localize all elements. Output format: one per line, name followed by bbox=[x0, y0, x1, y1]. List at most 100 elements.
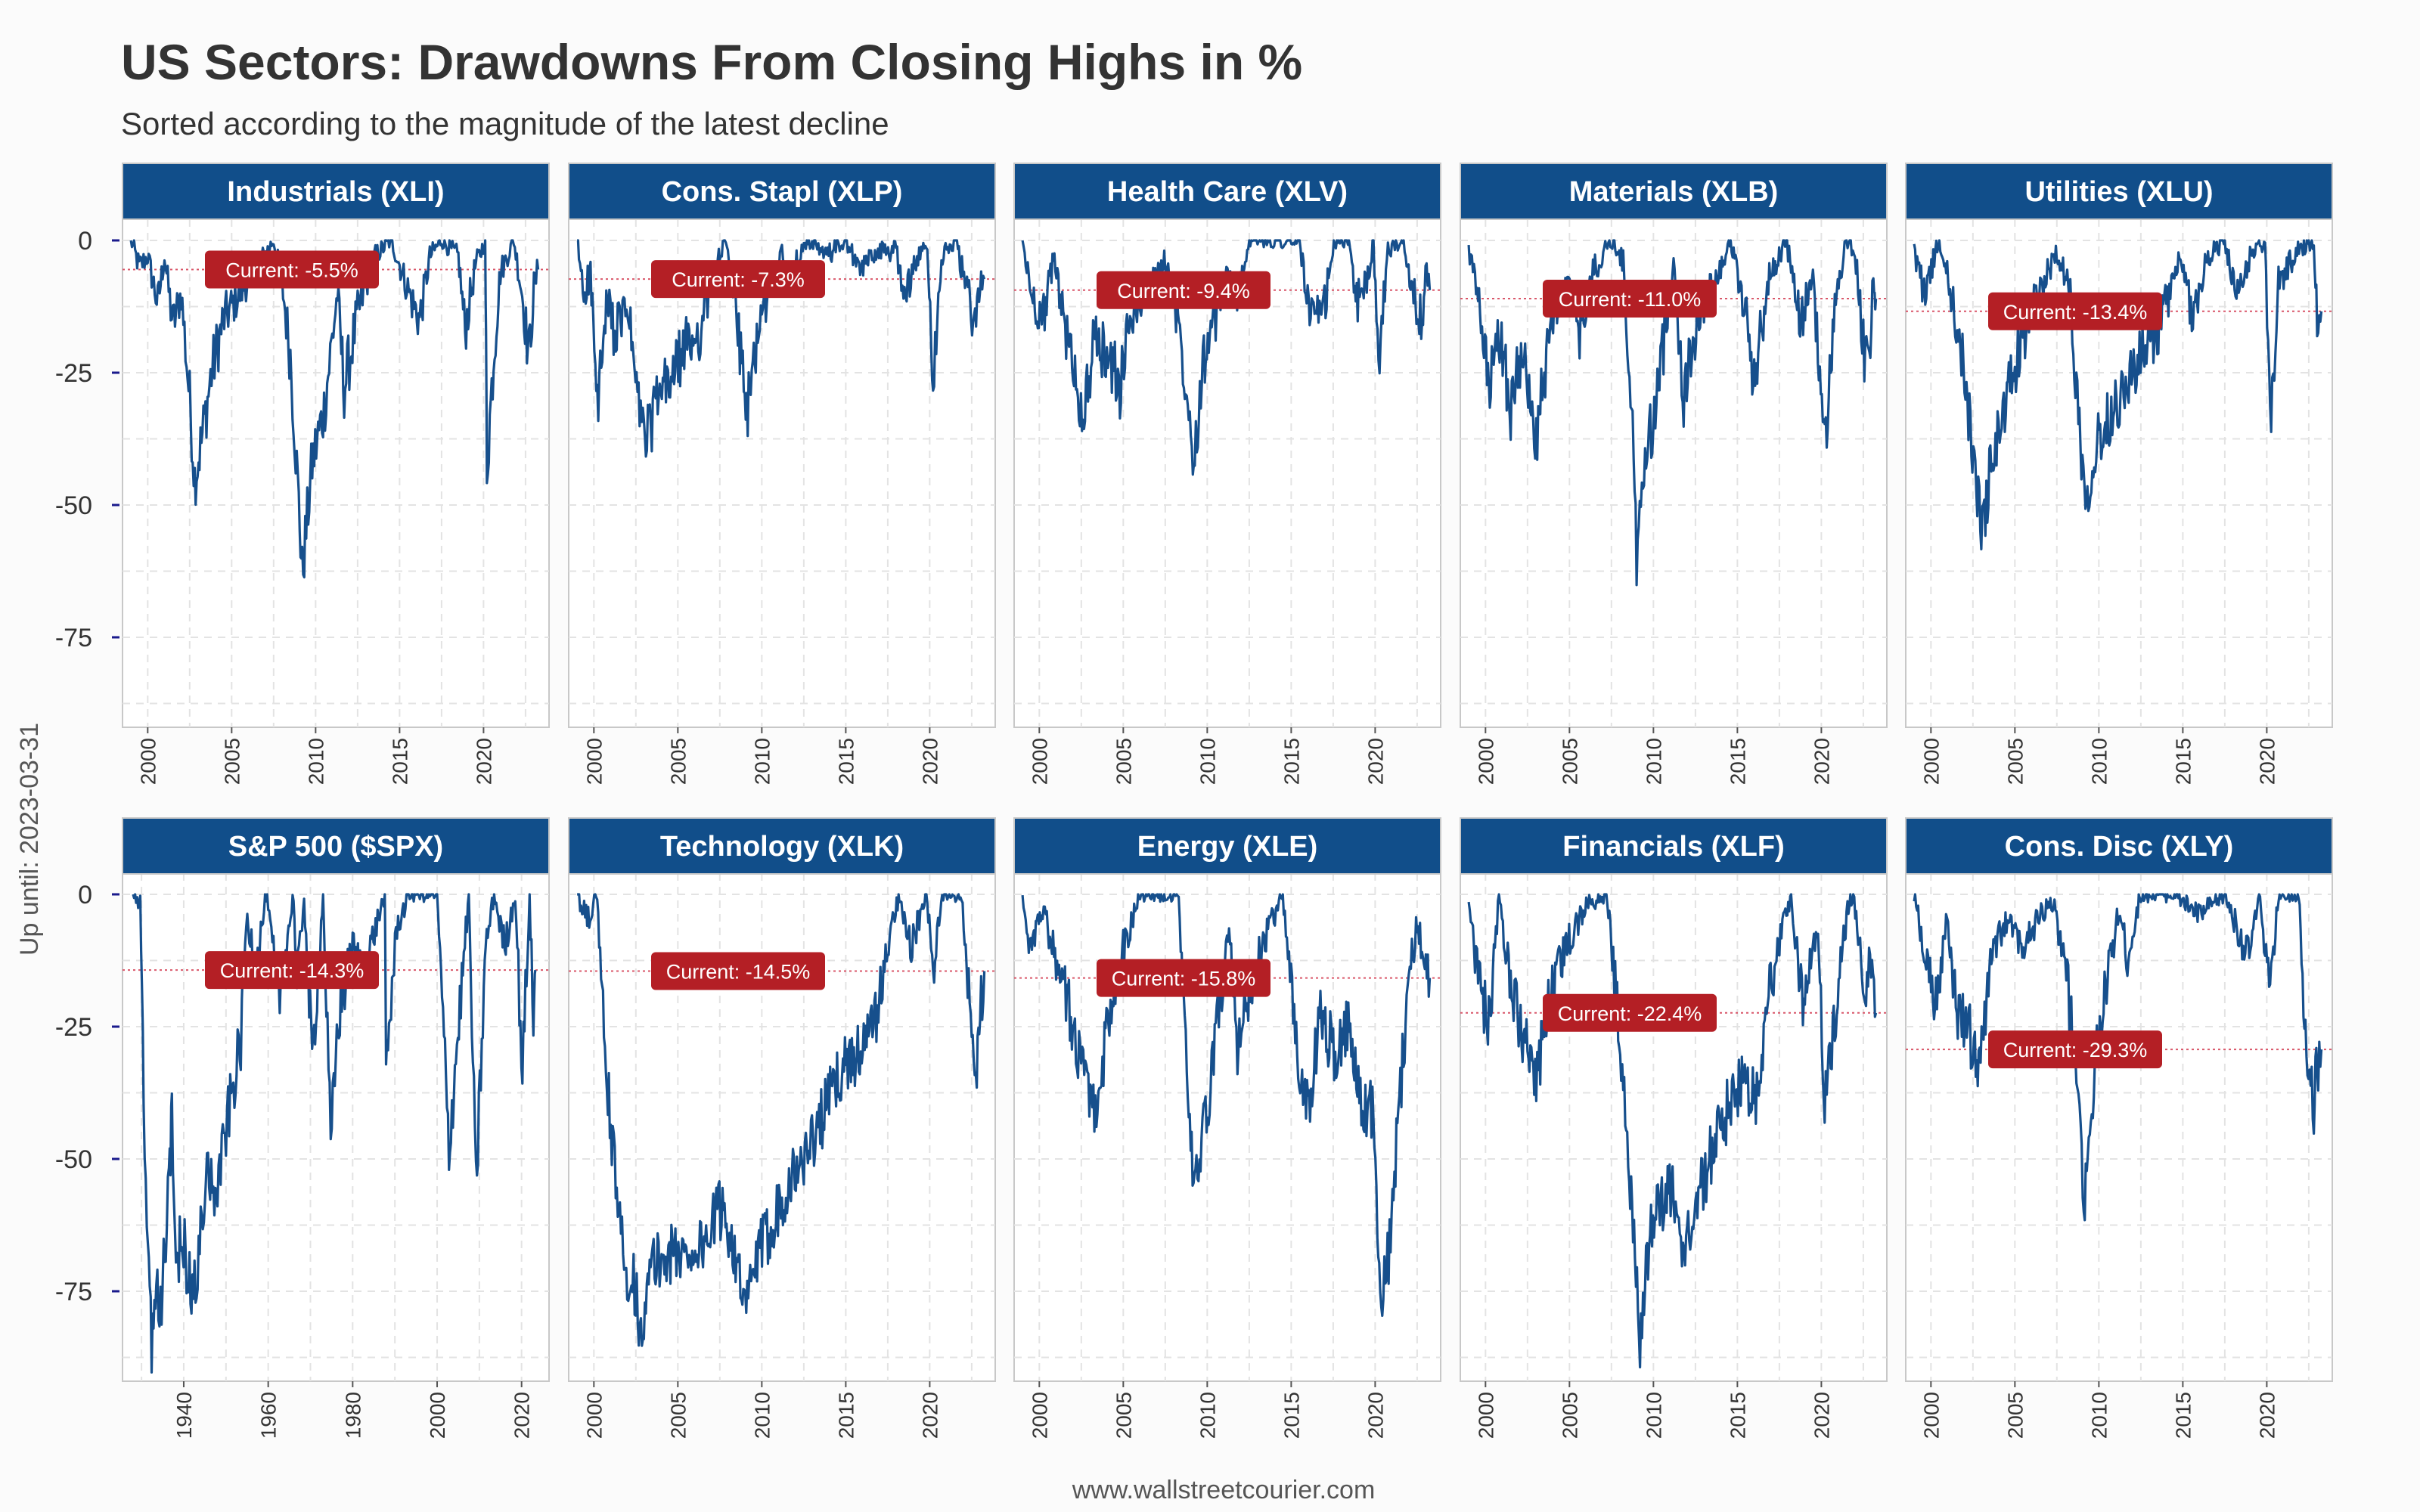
x-tick-label: 2010 bbox=[304, 738, 327, 785]
x-tick-label: 2020 bbox=[1810, 738, 1833, 785]
panel-title: Industrials (XLI) bbox=[227, 176, 444, 208]
x-tick-label: 2010 bbox=[1642, 738, 1665, 785]
panel-strip bbox=[1905, 817, 2333, 875]
drawdown-series-line bbox=[576, 893, 986, 1347]
panel-title: Financials (XLF) bbox=[1562, 831, 1784, 863]
current-label-box bbox=[651, 952, 825, 990]
x-tick-label: 2020 bbox=[1364, 738, 1387, 785]
drawdown-series-line bbox=[1913, 893, 2323, 1222]
current-value-label: Current: -11.0% bbox=[1543, 280, 1717, 318]
y-tick-label: -25 bbox=[55, 1013, 92, 1042]
x-tick-label: 2000 bbox=[1474, 1392, 1497, 1439]
panel-background bbox=[1013, 872, 1441, 1382]
current-value-label: Current: -15.8% bbox=[1097, 959, 1270, 997]
panel-background bbox=[568, 218, 996, 728]
x-tick-label: 2015 bbox=[1280, 1392, 1303, 1439]
panel-utilities-xlu: Utilities (XLU) 2000 2005 2010 2015 2020 Curre… bbox=[1905, 163, 2333, 785]
current-value-label: Current: -14.3% bbox=[205, 951, 379, 990]
current-label-text: Current: -22.4% bbox=[1558, 1002, 1702, 1025]
page-subtitle: Sorted according to the magnitude of the… bbox=[121, 106, 889, 141]
current-value-label: Current: -14.5% bbox=[651, 952, 825, 990]
panel-s-p-500-spx: S&P 500 ($SPX) 0 -25 -50 -75 1940 1960 1980 2000… bbox=[55, 817, 550, 1439]
drawdown-series-line bbox=[1467, 893, 1878, 1369]
x-tick-label: 2015 bbox=[2171, 1392, 2195, 1439]
x-tick-label: 2000 bbox=[1919, 738, 1943, 785]
current-value-label: Current: -9.4% bbox=[1097, 271, 1270, 309]
y-tick-label: -25 bbox=[55, 359, 92, 388]
current-value-label: Current: -29.3% bbox=[1988, 1030, 2162, 1069]
panels-group: Industrials (XLI) 0 -25 -50 -75 2000 2005 2010 2… bbox=[55, 163, 2333, 1439]
panel-title: Utilities (XLU) bbox=[2024, 176, 2213, 208]
x-tick-label: 2015 bbox=[1726, 738, 1749, 785]
panel-title: Health Care (XLV) bbox=[1107, 176, 1348, 208]
drawdown-series-line bbox=[132, 893, 537, 1374]
x-tick-label: 2015 bbox=[2171, 738, 2195, 785]
panel-title: Materials (XLB) bbox=[1569, 176, 1779, 208]
panel-background bbox=[1460, 872, 1888, 1382]
y-tick-label: -75 bbox=[55, 624, 92, 652]
panel-strip bbox=[1013, 817, 1441, 875]
x-tick-label: 2005 bbox=[220, 738, 244, 785]
current-label-box bbox=[205, 250, 379, 289]
current-value-label: Current: -22.4% bbox=[1543, 993, 1717, 1032]
x-tick-label: 2020 bbox=[1364, 1392, 1387, 1439]
panel-materials-xlb: Materials (XLB) 2000 2005 2010 2015 2020 Curre… bbox=[1460, 163, 1888, 785]
y-tick-label: 0 bbox=[78, 227, 92, 256]
x-tick-label: 2015 bbox=[834, 1392, 858, 1439]
x-tick-label: 2005 bbox=[1558, 738, 1581, 785]
x-tick-label: 2010 bbox=[1196, 738, 1219, 785]
x-tick-label: 2000 bbox=[1028, 1392, 1051, 1439]
x-tick-label: 2020 bbox=[2255, 1392, 2279, 1439]
x-tick-label: 2000 bbox=[1028, 738, 1051, 785]
y-tick-label: -50 bbox=[55, 1145, 92, 1174]
drawdown-series-line bbox=[1913, 239, 2323, 551]
drawdown-series-line bbox=[1021, 893, 1432, 1317]
x-tick-label: 2000 bbox=[426, 1392, 449, 1439]
current-label-box bbox=[1543, 993, 1717, 1032]
x-tick-label: 2005 bbox=[2003, 738, 2027, 785]
panel-strip bbox=[1905, 163, 2333, 220]
current-label-text: Current: -7.3% bbox=[672, 268, 805, 291]
current-value-label: Current: -5.5% bbox=[205, 250, 379, 289]
panel-strip bbox=[568, 163, 996, 220]
current-label-box bbox=[1543, 280, 1717, 318]
x-tick-label: 2005 bbox=[1558, 1392, 1581, 1439]
current-label-text: Current: -14.5% bbox=[666, 961, 811, 984]
x-tick-label: 2000 bbox=[582, 738, 606, 785]
panel-strip bbox=[122, 163, 550, 220]
x-tick-label: 1980 bbox=[341, 1392, 365, 1439]
x-tick-label: 2010 bbox=[1196, 1392, 1219, 1439]
current-label-text: Current: -15.8% bbox=[1112, 968, 1256, 990]
x-tick-label: 2000 bbox=[1474, 738, 1497, 785]
panel-industrials-xli: Industrials (XLI) 0 -25 -50 -75 2000 2005 2010 2… bbox=[55, 163, 550, 785]
y-tick-label: -50 bbox=[55, 491, 92, 520]
x-tick-label: 2010 bbox=[2087, 1392, 2111, 1439]
x-tick-label: 2000 bbox=[582, 1392, 606, 1439]
panel-strip bbox=[568, 817, 996, 875]
x-tick-label: 2020 bbox=[918, 1392, 942, 1439]
y-tick-label: -75 bbox=[55, 1278, 92, 1306]
x-tick-label: 2005 bbox=[666, 738, 690, 785]
x-tick-label: 2020 bbox=[1810, 1392, 1833, 1439]
drawdown-series-line bbox=[129, 239, 540, 579]
x-tick-label: 2005 bbox=[666, 1392, 690, 1439]
x-tick-label: 2020 bbox=[2255, 738, 2279, 785]
panel-health-care-xlv: Health Care (XLV) 2000 2005 2010 2015 2020 Cur… bbox=[1013, 163, 1441, 785]
panel-title: Energy (XLE) bbox=[1137, 831, 1318, 863]
page-title: US Sectors: Drawdowns From Closing Highs… bbox=[121, 34, 1303, 90]
current-label-box bbox=[1988, 1030, 2162, 1069]
x-tick-label: 2015 bbox=[834, 738, 858, 785]
current-label-box bbox=[205, 951, 379, 990]
current-label-text: Current: -5.5% bbox=[225, 259, 358, 282]
drawdown-series-line bbox=[1467, 239, 1878, 587]
panel-cons-stapl-xlp: Cons. Stapl (XLP) 2000 2005 2010 2015 2020 Cur… bbox=[568, 163, 996, 785]
current-label-text: Current: -13.4% bbox=[2003, 301, 2148, 324]
x-tick-label: 2010 bbox=[1642, 1392, 1665, 1439]
x-tick-label: 2020 bbox=[510, 1392, 534, 1439]
x-tick-label: 2010 bbox=[2087, 738, 2111, 785]
x-tick-label: 2005 bbox=[1112, 738, 1135, 785]
current-label-text: Current: -14.3% bbox=[220, 959, 365, 982]
current-label-box bbox=[1988, 292, 2162, 330]
current-label-box bbox=[1097, 959, 1270, 997]
